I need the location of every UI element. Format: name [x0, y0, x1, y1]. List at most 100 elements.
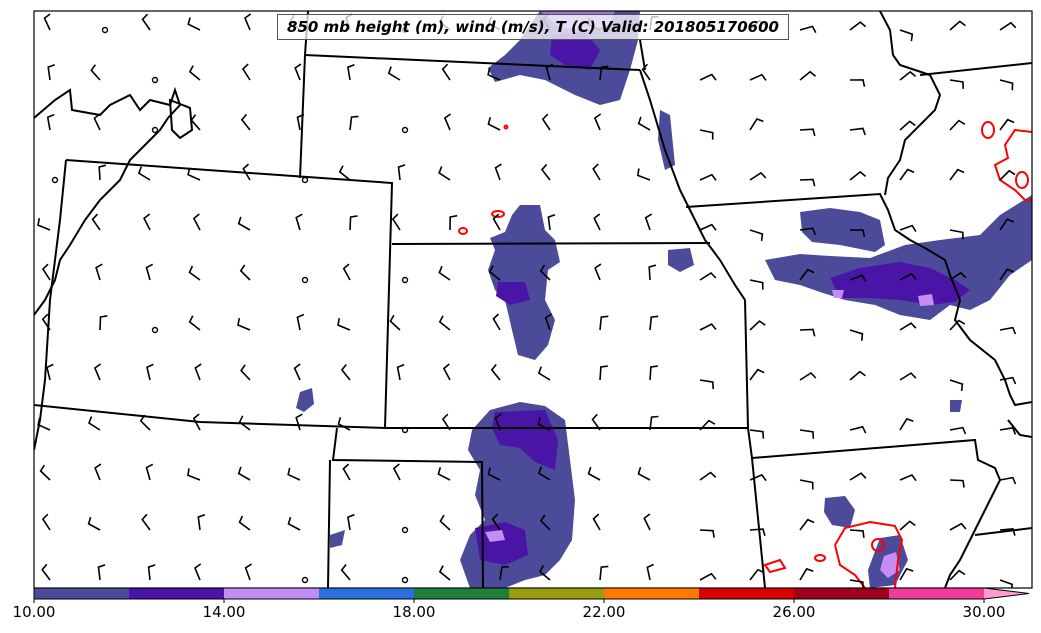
wind-barb	[237, 466, 251, 481]
calm-wind-marker	[301, 576, 309, 584]
wind-barb	[599, 315, 609, 331]
colorbar-segment	[414, 588, 509, 599]
wind-barb	[699, 271, 717, 281]
wind-barb	[538, 565, 551, 581]
calm-wind-marker	[151, 126, 159, 134]
colorbar-segment	[699, 588, 794, 599]
wind-barb	[99, 315, 108, 331]
wind-barb	[949, 271, 967, 281]
wind-barb	[389, 314, 401, 331]
wind-barb	[97, 564, 106, 581]
wind-barb	[637, 116, 651, 131]
wind-barb	[487, 117, 501, 131]
wind-barb	[849, 170, 867, 181]
wind-barb	[41, 313, 51, 331]
wind-barb	[849, 529, 865, 538]
wind-barb	[197, 514, 206, 531]
wind-barb	[340, 564, 351, 581]
wind-barb	[949, 379, 964, 392]
wind-barb	[139, 414, 151, 431]
wind-barb	[539, 514, 551, 531]
wind-barb	[188, 65, 201, 81]
colorbar-label-3: 18.00	[392, 603, 436, 621]
wind-barb	[999, 476, 1017, 485]
wind-barb	[541, 113, 551, 131]
wind-barb	[295, 413, 303, 431]
wind-barb	[849, 127, 866, 136]
wind-barb	[387, 66, 401, 81]
wind-barb	[949, 20, 966, 31]
wind-barb	[147, 564, 156, 581]
wind-barb	[799, 128, 816, 137]
wind-barb	[636, 168, 651, 181]
calm-wind-marker	[401, 426, 409, 434]
wind-barb	[242, 163, 251, 181]
wind-barb	[699, 471, 717, 481]
wind-barb	[492, 313, 501, 331]
wind-barb	[949, 119, 966, 131]
wind-barb	[648, 264, 657, 281]
wind-barb	[192, 213, 201, 231]
wind-barb	[37, 417, 51, 431]
wind-barb	[749, 118, 764, 131]
wind-barb	[749, 229, 764, 241]
wind-barb	[899, 70, 917, 81]
wind-barb	[593, 113, 602, 131]
wind-barb	[594, 263, 602, 281]
wind-barb	[949, 229, 964, 240]
wind-barb	[545, 63, 554, 81]
wind-barb	[999, 528, 1016, 536]
wind-barb	[849, 274, 867, 282]
wind-barb	[337, 318, 351, 331]
wind-barb	[194, 563, 202, 581]
wind-barb	[437, 467, 451, 481]
wind-barb	[392, 463, 401, 481]
wind-barb	[95, 263, 103, 281]
wind-barb	[799, 25, 817, 33]
wind-barb	[699, 379, 714, 390]
calm-wind-marker	[51, 176, 59, 184]
wind-barb	[438, 315, 451, 331]
wind-barb	[849, 79, 866, 87]
wind-barb	[194, 363, 202, 381]
colorbar-segment	[794, 588, 889, 599]
wind-barb	[188, 315, 201, 331]
wind-barb	[799, 567, 814, 581]
wind-barb	[137, 166, 151, 181]
wind-barb	[899, 168, 915, 181]
wind-barb	[799, 178, 816, 187]
wind-barb	[47, 63, 55, 81]
wind-barb	[397, 164, 406, 181]
wind-barb	[799, 328, 816, 337]
wind-barb	[749, 171, 767, 181]
wind-barb	[999, 21, 1017, 31]
colorbar-label-6: 30.00	[962, 603, 1006, 621]
wind-barb	[537, 417, 551, 431]
wind-barb	[749, 429, 765, 439]
wind-barb	[296, 113, 305, 131]
wind-barb	[599, 365, 608, 381]
wind-barb	[949, 79, 964, 89]
colorbar-label-2: 14.00	[202, 603, 246, 621]
wind-barb	[849, 329, 864, 341]
wind-barb	[749, 73, 767, 81]
wind-barb	[494, 413, 502, 431]
colorbar-label-5: 26.00	[772, 603, 816, 621]
wind-barb	[293, 363, 301, 381]
wind-barb	[491, 513, 501, 531]
wind-barb	[240, 364, 251, 381]
wind-barb	[899, 322, 917, 331]
wind-barb	[949, 522, 967, 531]
wind-barb	[287, 516, 301, 531]
colorbar-segment	[224, 588, 319, 599]
wind-barb	[239, 264, 251, 281]
wind-barb	[849, 472, 867, 481]
wind-barb	[999, 376, 1017, 385]
wind-barb	[41, 263, 51, 281]
wind-barb	[488, 265, 501, 281]
calm-wind-marker	[101, 26, 109, 34]
wind-barb	[98, 164, 107, 181]
calm-wind-marker	[301, 276, 309, 284]
wind-barb	[699, 419, 716, 431]
wind-barb	[443, 113, 452, 131]
